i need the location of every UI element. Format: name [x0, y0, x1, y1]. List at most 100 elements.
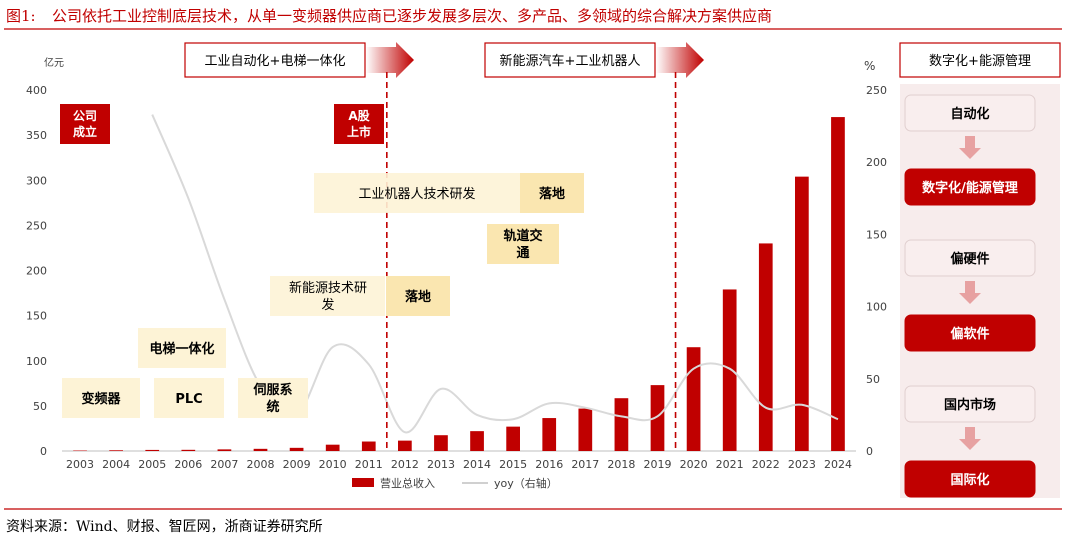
right-panel-item-label: 偏硬件 [950, 251, 989, 267]
annotation-robot-rd-box [314, 173, 520, 213]
phase-dividers [386, 72, 677, 451]
x-axis-tick: 2018 [607, 458, 635, 471]
figure-label: 图1: [6, 7, 36, 25]
x-axis-tick: 2008 [247, 458, 275, 471]
annotation-inverter-box [62, 378, 140, 418]
revenue-bar [722, 289, 737, 451]
x-axis-tick: 2006 [174, 458, 202, 471]
x-axis-tick: 2012 [391, 458, 419, 471]
right-panel-item-label: 国内市场 [944, 397, 996, 413]
chart-axes: 0 50 100 150 200 250 300 350 400 0 50 100 150 200 250 2… [26, 84, 887, 471]
annotation-landing-2-box [386, 276, 450, 316]
right-panel-header-box [899, 42, 1061, 78]
right-panel-item-box [904, 314, 1036, 352]
left-axis-tick: 100 [26, 355, 47, 368]
revenue-bar [650, 385, 665, 451]
right-panel-item-label: 自动化 [950, 106, 989, 122]
annotation-elevator: 电梯一体化 [149, 341, 214, 357]
revenue-bar [361, 441, 376, 451]
revenue-bar [758, 243, 773, 451]
right-axis-tick: 100 [866, 301, 887, 314]
annotation-new-energy-rd: 新能源技术研发 [289, 280, 367, 313]
right-panel-item-box [904, 94, 1036, 132]
x-axis-tick: 2022 [752, 458, 780, 471]
x-axis-tick: 2011 [355, 458, 383, 471]
x-axis-tick: 2003 [66, 458, 94, 471]
annotation-landing-2: 落地 [405, 289, 431, 305]
annotation-robot-rd: 工业机器人技术研发 [358, 186, 475, 202]
right-axis-tick: 250 [866, 84, 887, 97]
x-axis-tick: 2005 [138, 458, 166, 471]
right-panel-arrow-icon [959, 136, 981, 159]
annotation-plc-box [154, 378, 224, 418]
annotation-company-founded-box [60, 104, 110, 144]
x-axis-tick: 2021 [716, 458, 744, 471]
x-axis-tick: 2016 [535, 458, 563, 471]
revenue-bar [470, 431, 484, 451]
annotation-rail-box [487, 224, 559, 264]
right-axis-unit: % [864, 59, 875, 73]
x-axis-tick: 2013 [427, 458, 455, 471]
left-axis-tick: 150 [26, 310, 47, 323]
legend-yoy-label: yoy（右轴） [494, 476, 558, 490]
left-axis-tick: 300 [26, 174, 47, 187]
source-note: 资料来源：Wind、财报、智匠网，浙商证券研究所 [6, 519, 323, 535]
revenue-bar [542, 418, 557, 451]
right-panel-item-label: 数字化/能源管理 [922, 180, 1018, 196]
revenue-bar [831, 117, 845, 451]
legend-revenue-swatch [352, 478, 374, 487]
x-axis-tick: 2020 [680, 458, 708, 471]
revenue-bars [73, 117, 845, 451]
right-axis-tick: 200 [866, 156, 887, 169]
annotation-servo-box [238, 378, 308, 418]
revenue-bar [325, 444, 340, 451]
x-axis-tick: 2023 [788, 458, 816, 471]
revenue-bar [434, 435, 448, 451]
x-axis-tick: 2019 [644, 458, 672, 471]
annotation-servo: 伺服系统 [252, 382, 292, 415]
revenue-bar [614, 398, 629, 451]
banner-new-energy-label: 新能源汽车+工业机器人 [500, 53, 641, 69]
annotations: 公司成立 A股上市 工业机器人技术研发 落地 轨道交通 新能源技术研发 落地 电… [60, 104, 584, 418]
annotation-elevator-box [138, 328, 226, 368]
revenue-bar [795, 176, 809, 451]
annotation-inverter: 变频器 [81, 391, 121, 407]
right-panel-item-box [904, 460, 1036, 498]
annotation-a-share-box [334, 104, 384, 144]
x-axis-tick: 2010 [319, 458, 347, 471]
left-axis-tick: 250 [26, 219, 47, 232]
revenue-bar [686, 347, 701, 451]
legend: 营业总收入 yoy（右轴） [352, 476, 558, 490]
x-axis-tick: 2014 [463, 458, 491, 471]
annotation-landing-1: 落地 [539, 186, 565, 202]
yoy-line-path [151, 114, 839, 434]
right-panel-arrow-icon [959, 281, 981, 304]
banner-automation-box [184, 42, 366, 78]
revenue-bar [109, 450, 123, 451]
right-panel-item-box [904, 168, 1036, 206]
annotation-new-energy-rd-box [270, 276, 385, 316]
right-panel-item-box [904, 385, 1036, 423]
figure-title: 公司依托工业控制底层技术，从单一变频器供应商已逐步发展多层次、多产品、多领域的综… [52, 7, 772, 25]
revenue-bar [506, 426, 520, 451]
right-panel-item-box [904, 239, 1036, 277]
right-panel-arrow-icon [959, 427, 981, 450]
annotation-landing-1-box [520, 173, 584, 213]
revenue-bar [181, 449, 196, 451]
right-axis-tick: 150 [866, 228, 887, 241]
x-axis-tick: 2007 [210, 458, 238, 471]
left-axis-tick: 50 [33, 400, 47, 413]
revenue-bar [398, 440, 412, 451]
x-axis-tick: 2004 [102, 458, 130, 471]
x-axis-tick: 2024 [824, 458, 852, 471]
annotation-plc: PLC [175, 392, 202, 407]
annotation-rail-transit: 轨道交通 [503, 228, 542, 261]
right-panel-item-label: 偏软件 [950, 326, 989, 342]
revenue-bar [253, 448, 268, 451]
x-axis-tick: 2009 [283, 458, 311, 471]
right-axis-tick: 0 [866, 445, 873, 458]
legend-revenue-label: 营业总收入 [380, 476, 435, 490]
